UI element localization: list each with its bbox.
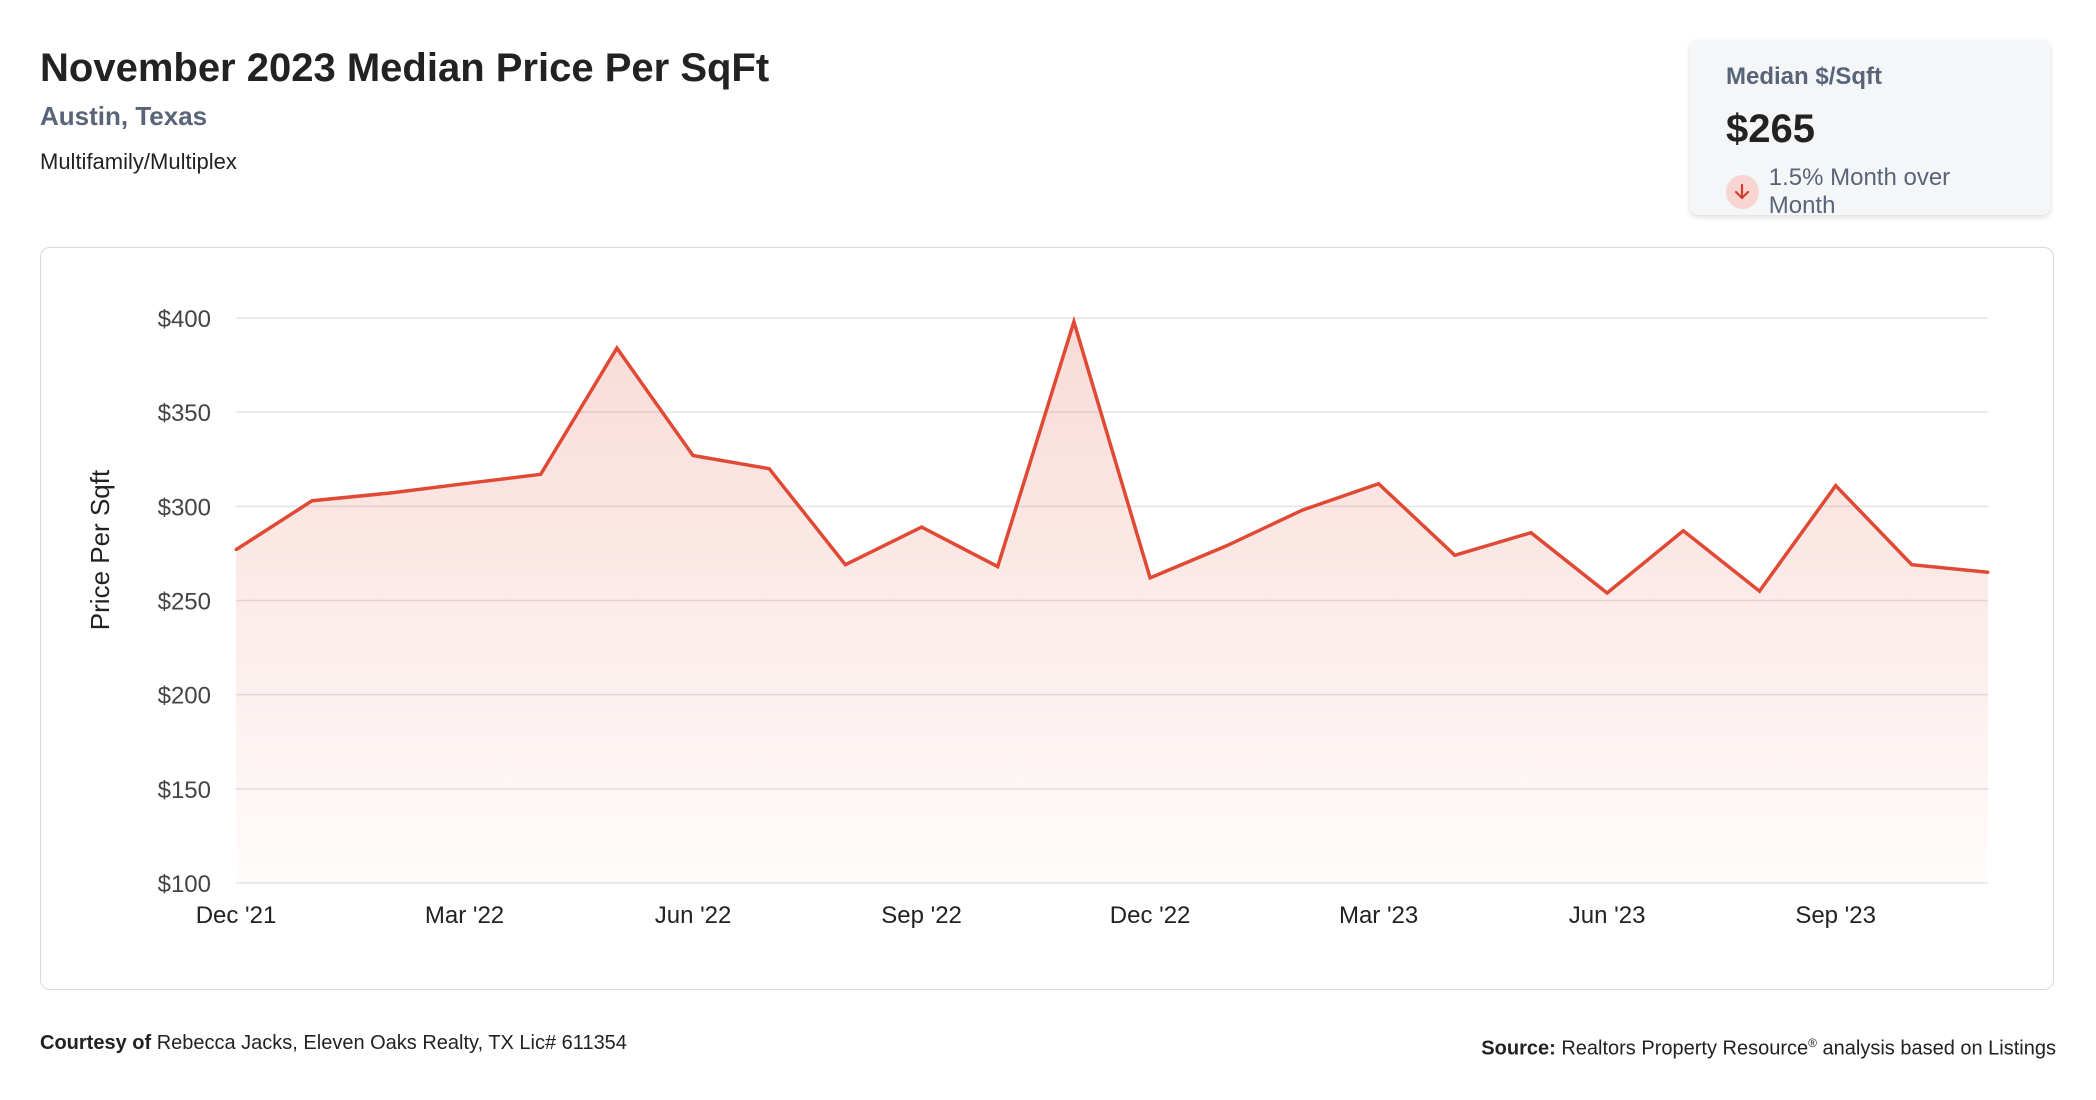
stat-label: Median $/Sqft: [1726, 63, 1883, 90]
data-point: [920, 525, 924, 529]
arrow-down-icon: [1726, 175, 1759, 209]
data-point: [1681, 529, 1685, 533]
x-axis-ticks: Dec '21 Mar '22 Jun '22 Sep '22 Dec '22 Mar '…: [196, 902, 1876, 929]
data-point: [1834, 484, 1838, 488]
page-title: November 2023 Median Price Per SqFt: [40, 46, 770, 90]
registered-mark: ®: [1808, 1036, 1817, 1050]
median-stat-card: Median $/Sqft $265 1.5% Month over Month: [1690, 40, 2050, 219]
y-tick-label: $150: [158, 777, 211, 804]
y-tick-label: $250: [158, 589, 211, 616]
y-axis-label: Price Per Sqft: [85, 469, 115, 630]
y-tick-label: $300: [158, 494, 211, 521]
data-point: [1529, 531, 1533, 535]
data-point: [1300, 508, 1304, 512]
data-point: [310, 499, 314, 503]
data-point: [615, 346, 619, 350]
footer-source: Source: Realtors Property Resource® anal…: [1481, 1030, 2056, 1062]
data-point: [1986, 570, 1990, 574]
stat-change: 1.5% Month over Month: [1726, 164, 2014, 220]
x-tick-label: Sep '22: [881, 902, 962, 929]
data-point: [1757, 589, 1761, 593]
x-tick-label: Dec '21: [196, 902, 277, 929]
y-tick-label: $350: [158, 400, 211, 427]
data-point: [1605, 591, 1609, 595]
data-point: [1377, 482, 1381, 486]
data-point: [1224, 544, 1228, 548]
data-point: [691, 453, 695, 457]
price-series-line: [235, 315, 1989, 596]
location-label: Austin, Texas: [40, 101, 208, 131]
y-tick-label: $200: [158, 683, 211, 710]
data-point: [1072, 320, 1076, 324]
data-point: [386, 491, 390, 495]
source-text-2: analysis based on Listings: [1822, 1037, 2056, 1060]
price-per-sqft-chart: $100 $150 $200 $250 $300 $350 $400 Dec '21 Mar …: [85, 306, 1990, 929]
x-tick-label: Mar '23: [1339, 902, 1418, 929]
data-point: [1148, 576, 1152, 580]
area-fill-layer: [236, 321, 1988, 883]
header: November 2023 Median Price Per SqFt Aust…: [40, 44, 769, 176]
stat-change-text: 1.5% Month over Month: [1768, 164, 1951, 219]
x-tick-label: Jun '23: [1569, 902, 1646, 929]
courtesy-text: Rebecca Jacks, Eleven Oaks Realty, TX Li…: [156, 1032, 627, 1054]
courtesy-label: Courtesy of: [40, 1032, 152, 1054]
x-tick-label: Sep '23: [1795, 902, 1876, 929]
data-point: [767, 467, 771, 471]
data-point: [234, 548, 238, 552]
data-point: [843, 563, 847, 567]
y-tick-label: $400: [158, 306, 211, 333]
source-text-1: Realtors Property Resource: [1561, 1037, 1809, 1060]
property-type-label: Multifamily/Multiplex: [40, 149, 237, 174]
source-label: Source:: [1481, 1037, 1556, 1060]
data-point: [1910, 563, 1914, 567]
line-layer: [234, 315, 1990, 596]
y-tick-label: $100: [158, 871, 211, 898]
data-point: [996, 565, 1000, 569]
x-tick-label: Jun '22: [655, 902, 732, 929]
footer-courtesy: Courtesy of Rebecca Jacks, Eleven Oaks R…: [40, 1030, 627, 1056]
data-point: [539, 472, 543, 476]
x-tick-label: Dec '22: [1110, 902, 1191, 929]
area-fill: [236, 321, 1988, 883]
data-point: [1453, 553, 1457, 557]
x-tick-label: Mar '22: [425, 902, 504, 929]
y-axis-ticks: $100 $150 $200 $250 $300 $350 $400: [158, 306, 211, 898]
stat-value: $265: [1726, 107, 1815, 151]
data-point: [463, 482, 467, 486]
chart-card: $100 $150 $200 $250 $300 $350 $400 Dec '21 Mar …: [40, 247, 2054, 990]
